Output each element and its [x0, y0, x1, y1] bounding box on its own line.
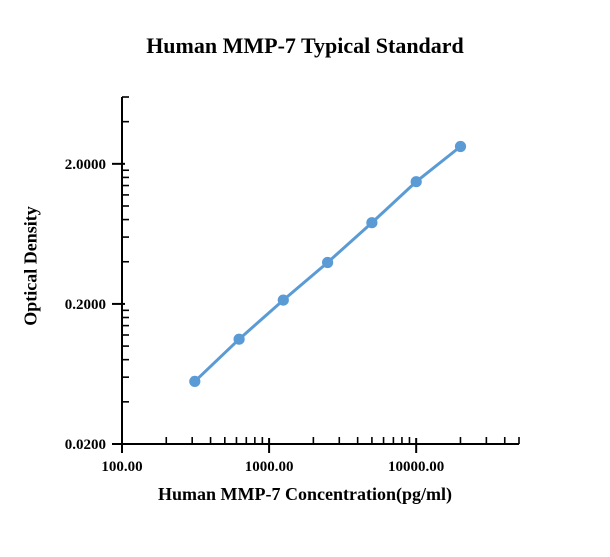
data-point-marker	[366, 217, 378, 229]
data-point-marker	[189, 375, 201, 387]
chart-title: Human MMP-7 Typical Standard	[146, 33, 464, 58]
x-tick-label: 1000.00	[245, 459, 294, 475]
y-tick-label: 0.0200	[65, 437, 106, 453]
y-tick-label: 0.2000	[65, 297, 106, 313]
data-point-marker	[454, 140, 467, 153]
x-tick-label: 10000.00	[388, 459, 444, 475]
x-axis-title: Human MMP-7 Concentration(pg/ml)	[158, 484, 452, 504]
data-point-marker	[233, 333, 245, 345]
data-point-marker	[277, 294, 289, 306]
data-point-marker	[410, 176, 422, 188]
data-point-marker	[322, 256, 334, 269]
x-tick-label: 100.00	[101, 459, 142, 475]
y-tick-label: 2.0000	[65, 157, 106, 173]
